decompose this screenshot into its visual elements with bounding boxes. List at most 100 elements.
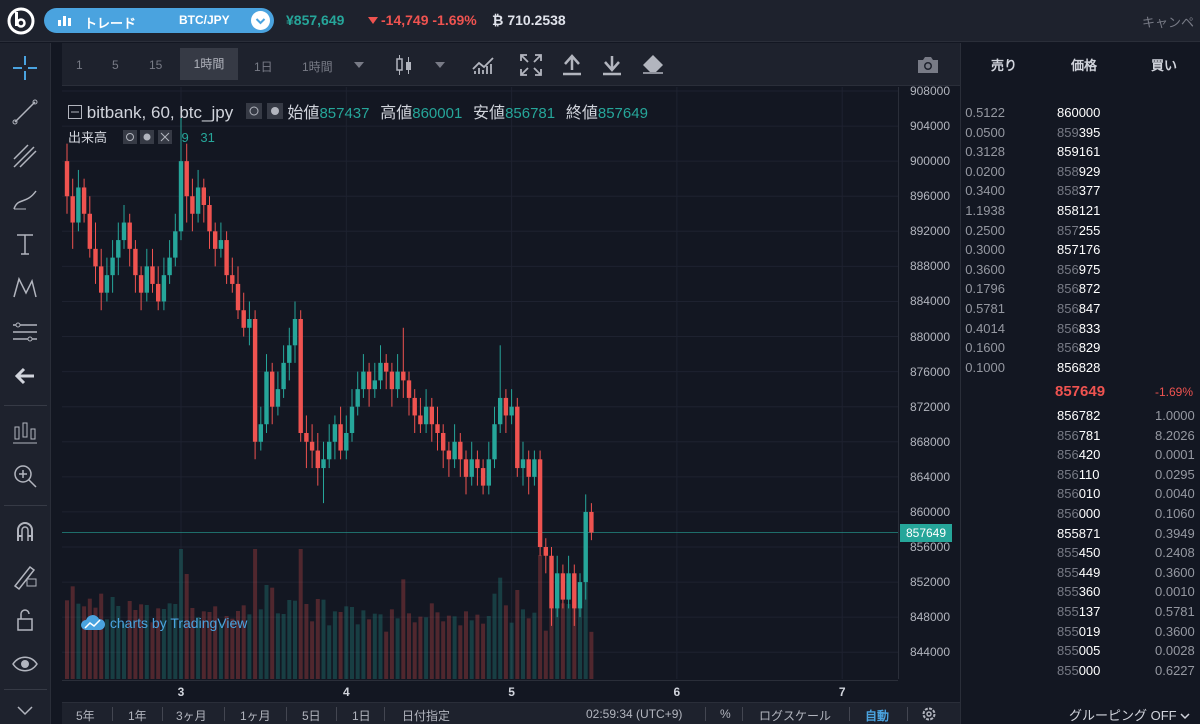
candle-body: [224, 240, 229, 276]
ask-row[interactable]: 0.4014 856833: [961, 321, 1200, 340]
crosshair-icon[interactable]: [10, 53, 40, 83]
bid-row[interactable]: 8.2026 856781: [961, 428, 1200, 447]
candles-icon[interactable]: [10, 417, 40, 447]
visibility-icon[interactable]: [122, 130, 137, 144]
eraser-icon[interactable]: [642, 54, 664, 74]
time-axis[interactable]: 3 4 5 6 7: [62, 680, 898, 702]
price-axis[interactable]: 908000 904000 900000 896000 892000 888000 8840…: [898, 84, 960, 679]
bid-row[interactable]: 0.0010 855360: [961, 584, 1200, 603]
bid-row[interactable]: 0.2408 855450: [961, 545, 1200, 564]
candle-body: [156, 283, 161, 302]
price-suffix: 860000: [1057, 105, 1101, 120]
zoom-in-icon[interactable]: [10, 461, 40, 491]
ask-row[interactable]: 0.5781 856847: [961, 301, 1200, 320]
range-1m[interactable]: 1ヶ月: [240, 709, 271, 723]
lock-pencil-icon[interactable]: [10, 561, 40, 591]
unlock-icon[interactable]: [10, 605, 40, 635]
visibility-icon[interactable]: [245, 103, 262, 119]
range-5y[interactable]: 5年: [76, 709, 95, 723]
fib-icon[interactable]: [10, 317, 40, 347]
interval-1d[interactable]: 1日: [254, 60, 273, 74]
ask-row[interactable]: 0.1000 856828: [961, 360, 1200, 379]
ask-row[interactable]: 0.1796 856872: [961, 281, 1200, 300]
ask-row[interactable]: 0.5122 860000: [961, 105, 1200, 124]
ask-row[interactable]: 0.3128 859161: [961, 144, 1200, 163]
fullscreen-icon[interactable]: [520, 54, 542, 76]
date-range-button[interactable]: 日付指定: [402, 709, 451, 723]
grouping-toggle[interactable]: グルーピング OFF: [1069, 705, 1190, 724]
volume-bar: [127, 601, 132, 679]
ask-row[interactable]: 0.1600 856829: [961, 340, 1200, 359]
ask-row[interactable]: 0.0500 859395: [961, 125, 1200, 144]
pitchfork-icon[interactable]: [10, 141, 40, 171]
ask-row[interactable]: 0.3400 858377: [961, 183, 1200, 202]
range-1d[interactable]: 1日: [352, 709, 371, 723]
gear-icon[interactable]: [921, 706, 937, 722]
ask-row[interactable]: 0.3000 857176: [961, 242, 1200, 261]
candle-body: [418, 415, 423, 425]
bid-row[interactable]: 0.0001 856420: [961, 447, 1200, 466]
bitbank-logo-icon[interactable]: [6, 6, 36, 36]
percent-scale-button[interactable]: %: [720, 707, 731, 721]
candlestick-chart[interactable]: [62, 87, 898, 679]
ask-row[interactable]: 0.2500 857255: [961, 223, 1200, 242]
load-download-icon[interactable]: [602, 54, 622, 76]
interval-15m[interactable]: 15: [149, 58, 163, 72]
ask-row[interactable]: 1.1938 858121: [961, 203, 1200, 222]
arrow-left-icon[interactable]: [10, 361, 40, 391]
ask-quantity: 0.3128: [965, 144, 1005, 160]
settings-icon[interactable]: [266, 103, 283, 119]
ask-row[interactable]: 0.3600 856975: [961, 262, 1200, 281]
close-icon[interactable]: [157, 130, 172, 144]
bid-row[interactable]: 0.6227 855000: [961, 663, 1200, 682]
text-icon[interactable]: [10, 229, 40, 259]
price-suffix: 929: [1078, 163, 1101, 179]
auto-scale-button[interactable]: 自動: [865, 709, 890, 723]
bid-row[interactable]: 0.1060 856000: [961, 506, 1200, 525]
brush-icon[interactable]: [10, 185, 40, 215]
bid-row[interactable]: 0.0040 856010: [961, 486, 1200, 505]
volume-bar: [253, 549, 258, 679]
price-prefix: 856: [1057, 301, 1079, 316]
interval-1h[interactable]: 1時間: [180, 48, 238, 80]
volume-bar: [258, 609, 263, 679]
magnet-icon[interactable]: [10, 517, 40, 547]
interval-select[interactable]: 1時間: [302, 60, 333, 74]
volume-bar: [99, 593, 104, 679]
interval-1m[interactable]: 1: [76, 58, 83, 72]
range-5d[interactable]: 5日: [302, 709, 321, 723]
eye-icon[interactable]: [10, 649, 40, 679]
range-3m[interactable]: 3ヶ月: [176, 709, 207, 723]
bid-row[interactable]: 0.5781 855137: [961, 604, 1200, 623]
tradingview-watermark[interactable]: charts by TradingView: [80, 614, 247, 632]
pattern-icon[interactable]: [10, 273, 40, 303]
volume-bar: [173, 604, 178, 679]
trade-pair-selector[interactable]: トレード BTC/JPY: [44, 8, 274, 33]
caret-down-icon[interactable]: [354, 62, 364, 68]
bid-row[interactable]: 1.0000 856782: [961, 408, 1200, 427]
interval-5m[interactable]: 5: [112, 58, 119, 72]
ask-price: 856847: [1057, 301, 1100, 316]
log-scale-button[interactable]: ログスケール: [759, 709, 832, 723]
save-upload-icon[interactable]: [562, 54, 582, 76]
volume-bar: [179, 549, 183, 679]
candle-type-icon[interactable]: [395, 54, 413, 76]
settings-icon[interactable]: [140, 130, 155, 144]
campaign-link[interactable]: キャンペ: [1142, 15, 1195, 30]
collapse-icon[interactable]: [68, 105, 82, 119]
range-1y[interactable]: 1年: [128, 709, 147, 723]
bid-row[interactable]: 0.0295 856110: [961, 467, 1200, 486]
camera-icon[interactable]: [916, 55, 940, 75]
volume-bar: [492, 593, 497, 679]
chevron-down-icon[interactable]: [251, 11, 270, 30]
bid-row[interactable]: 0.3600 855019: [961, 624, 1200, 643]
indicators-icon[interactable]: [472, 55, 494, 75]
ask-row[interactable]: 0.0200 858929: [961, 164, 1200, 183]
bid-row[interactable]: 0.0028 855005: [961, 643, 1200, 662]
chevron-down-icon[interactable]: [10, 695, 40, 724]
caret-down-icon[interactable]: [435, 62, 445, 68]
bid-row[interactable]: 0.3949 855871: [961, 526, 1200, 545]
trend-line-icon[interactable]: [10, 97, 40, 127]
bid-row[interactable]: 0.3600 855449: [961, 565, 1200, 584]
price-chart[interactable]: [62, 87, 898, 679]
